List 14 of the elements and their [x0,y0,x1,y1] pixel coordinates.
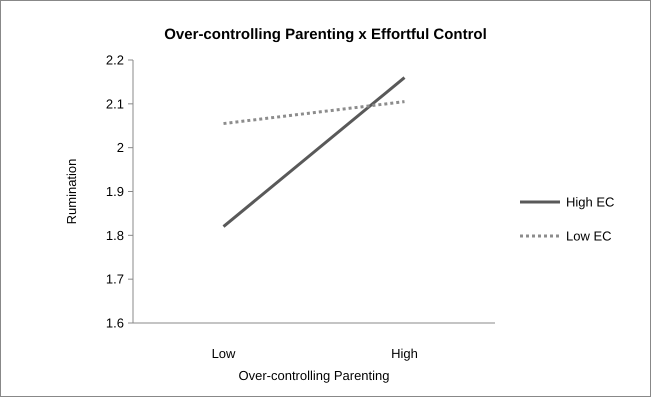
y-tick-label: 1.9 [106,184,124,200]
x-tick-label: Low [212,346,236,361]
y-tick-label: 2 [116,140,124,156]
y-tick-label: 1.8 [106,228,124,243]
legend-label: High EC [566,194,614,210]
y-tick-label: 2.1 [106,96,124,112]
chart-title: Over-controlling Parenting x Effortful Control [164,26,487,43]
x-axis-title: Over-controlling Parenting [238,368,390,383]
y-axis-title: Rumination [64,158,79,224]
legend-label: Low EC [566,228,612,244]
x-tick-label: High [391,346,418,361]
y-tick-label: 1.7 [106,272,124,287]
y-tick-label: 1.6 [106,316,124,331]
y-tick-label: 2.2 [106,52,124,68]
